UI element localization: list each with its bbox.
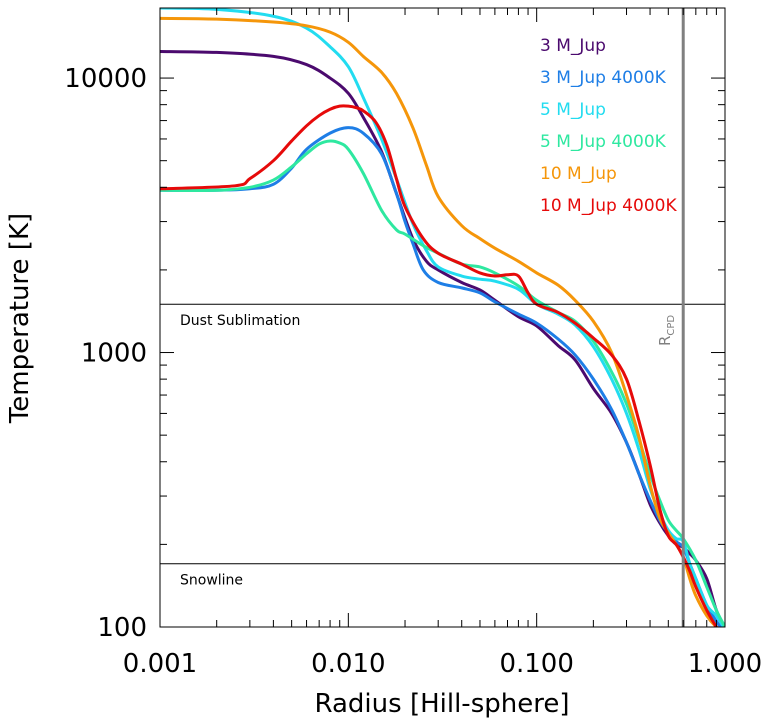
legend-entry-5: 10 M_Jup: [540, 164, 617, 184]
series-line-6: [160, 104, 719, 627]
dust-sublimation-line-label: Dust Sublimation: [180, 313, 300, 329]
y-tick-label: 10000: [64, 64, 147, 94]
plot-frame: [159, 7, 726, 628]
legend-entry-6: 10 M_Jup 4000K: [540, 196, 677, 216]
legend-entry-4: 5 M_Jup 4000K: [540, 132, 667, 152]
x-tick-label: 0.010: [311, 649, 385, 679]
y-tick-label: 100: [97, 613, 147, 643]
series-line-4: [160, 139, 725, 627]
x-tick-label: 1.000: [688, 649, 762, 679]
legend-entry-1: 3 M_Jup: [540, 36, 606, 56]
legend-entry-2: 3 M_Jup 4000K: [540, 68, 667, 88]
axis-ticks: 0.001 0.010 0.100 1.000 100 1000 10000: [64, 8, 762, 679]
x-tick-label: 0.100: [499, 649, 573, 679]
horizontal-reference-lines: Dust Sublimation Snowline: [160, 303, 725, 589]
y-tick-label: 1000: [81, 339, 147, 369]
legend: 3 M_Jup 3 M_Jup 4000K 5 M_Jup 5 M_Jup 4000K…: [540, 36, 677, 216]
snowline-label: Snowline: [180, 573, 243, 589]
x-tick-label: 0.001: [123, 649, 197, 679]
series-line-2: [160, 126, 723, 627]
x-axis-label: Radius [Hill-sphere]: [315, 689, 570, 719]
legend-entry-3: 5 M_Jup: [540, 100, 606, 120]
rcpd-label: RCPD: [656, 315, 677, 346]
y-axis-label: Temperature [K]: [5, 213, 35, 424]
